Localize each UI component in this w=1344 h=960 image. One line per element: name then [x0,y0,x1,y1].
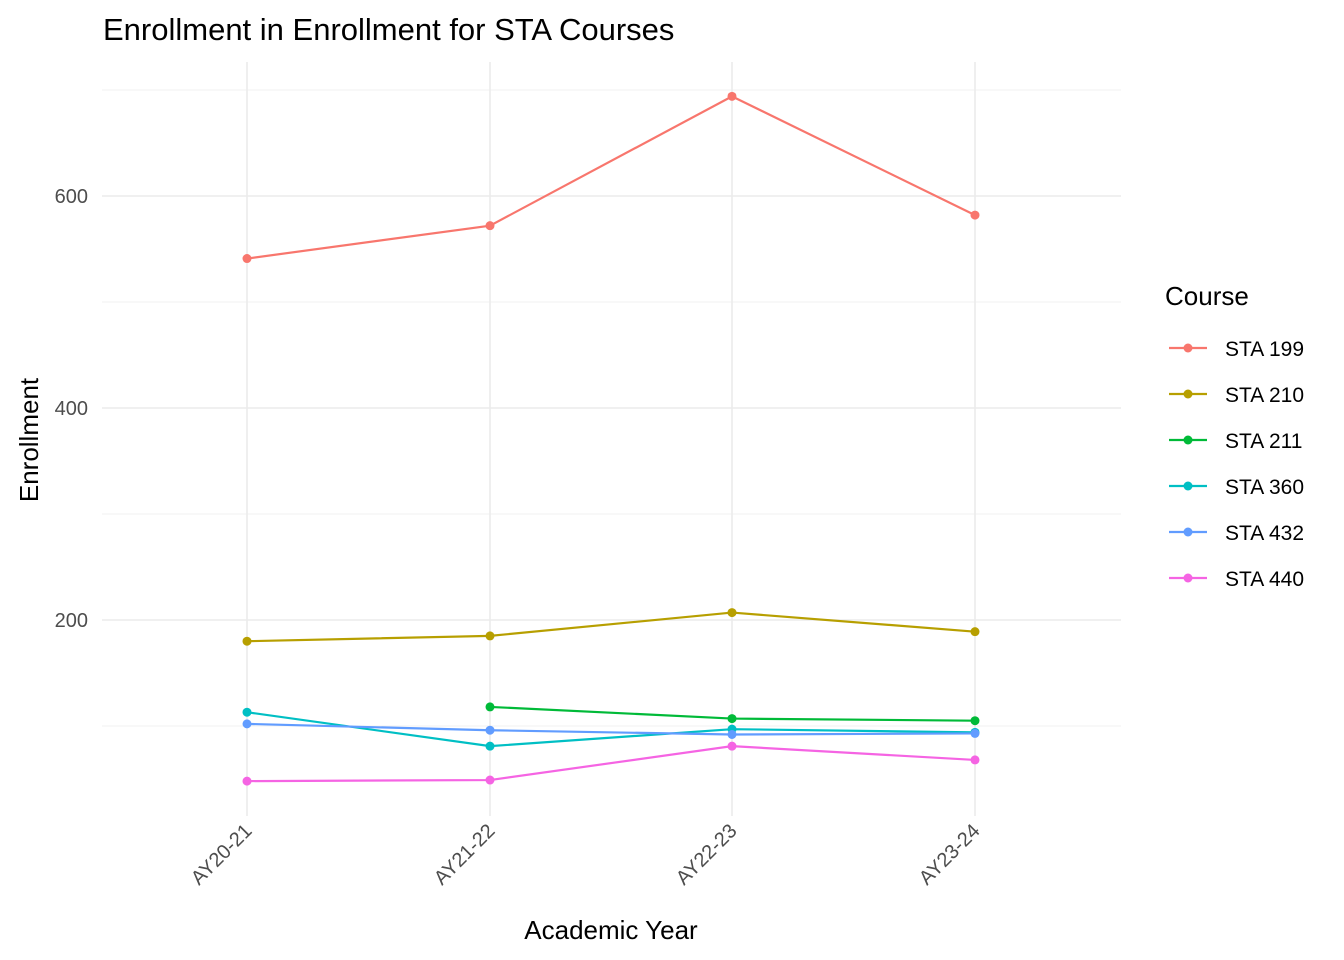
data-point [242,707,252,717]
series-line [246,722,976,736]
y-axis-title: Enrollment [14,377,44,502]
data-point [485,221,495,231]
series-layer [242,91,980,786]
legend-label: STA 211 [1225,430,1302,453]
data-point [970,716,980,726]
series-line [246,711,976,748]
legend-key-point [1183,343,1193,353]
data-point [242,776,252,786]
series-sta-440 [242,741,980,786]
data-point [485,775,495,785]
data-point [727,714,737,724]
x-axis-ticks: AY20-21 AY21-22 AY22-23 AY23-24 [187,820,985,890]
legend-label: STA 210 [1225,384,1304,407]
legend-key-point [1183,573,1193,583]
data-point [727,91,737,101]
legend-item: STA 440 [1169,568,1304,591]
data-point [970,728,980,738]
series-line [246,95,976,260]
legend: Course STA 199 STA 210 STA 211 STA 360 STA 4… [1165,281,1304,591]
series-sta-210 [242,608,980,646]
data-point [485,702,495,712]
legend-key-point [1183,435,1193,445]
series-line [246,611,976,643]
data-point [485,725,495,735]
data-point [242,719,252,729]
series-sta-211 [485,702,980,726]
legend-title: Course [1165,281,1249,311]
legend-item: STA 432 [1169,522,1304,545]
x-tick-label: AY22-23 [672,820,742,890]
legend-item: STA 211 [1169,430,1302,453]
legend-label: STA 360 [1225,476,1304,499]
legend-key-point [1183,481,1193,491]
data-point [970,210,980,220]
data-point [727,608,737,618]
series-sta-432 [242,719,980,739]
series-sta-360 [242,707,980,751]
legend-item: STA 199 [1169,338,1304,361]
legend-item: STA 360 [1169,476,1304,499]
plot-grid [102,62,1121,816]
x-tick-label: AY20-21 [187,820,257,890]
x-tick-label: AY21-22 [430,820,500,890]
series-line [246,745,976,783]
chart-title: Enrollment in Enrollment for STA Courses [103,12,674,47]
data-point [485,741,495,751]
data-point [242,636,252,646]
legend-label: STA 199 [1225,338,1304,361]
legend-item: STA 210 [1169,384,1304,407]
data-point [242,254,252,264]
data-point [970,627,980,637]
legend-key-point [1183,389,1193,399]
x-axis-title: Academic Year [524,915,698,945]
legend-label: STA 440 [1225,568,1304,591]
data-point [727,729,737,739]
legend-key-point [1183,527,1193,537]
y-tick-label: 400 [55,398,88,420]
y-tick-label: 200 [55,610,88,632]
data-point [970,755,980,765]
legend-label: STA 432 [1225,522,1304,545]
data-point [727,741,737,751]
y-axis-ticks: 200 400 600 [55,186,88,632]
x-tick-label: AY23-24 [915,820,985,890]
series-sta-199 [242,91,980,264]
y-tick-label: 600 [55,186,88,208]
data-point [485,631,495,641]
